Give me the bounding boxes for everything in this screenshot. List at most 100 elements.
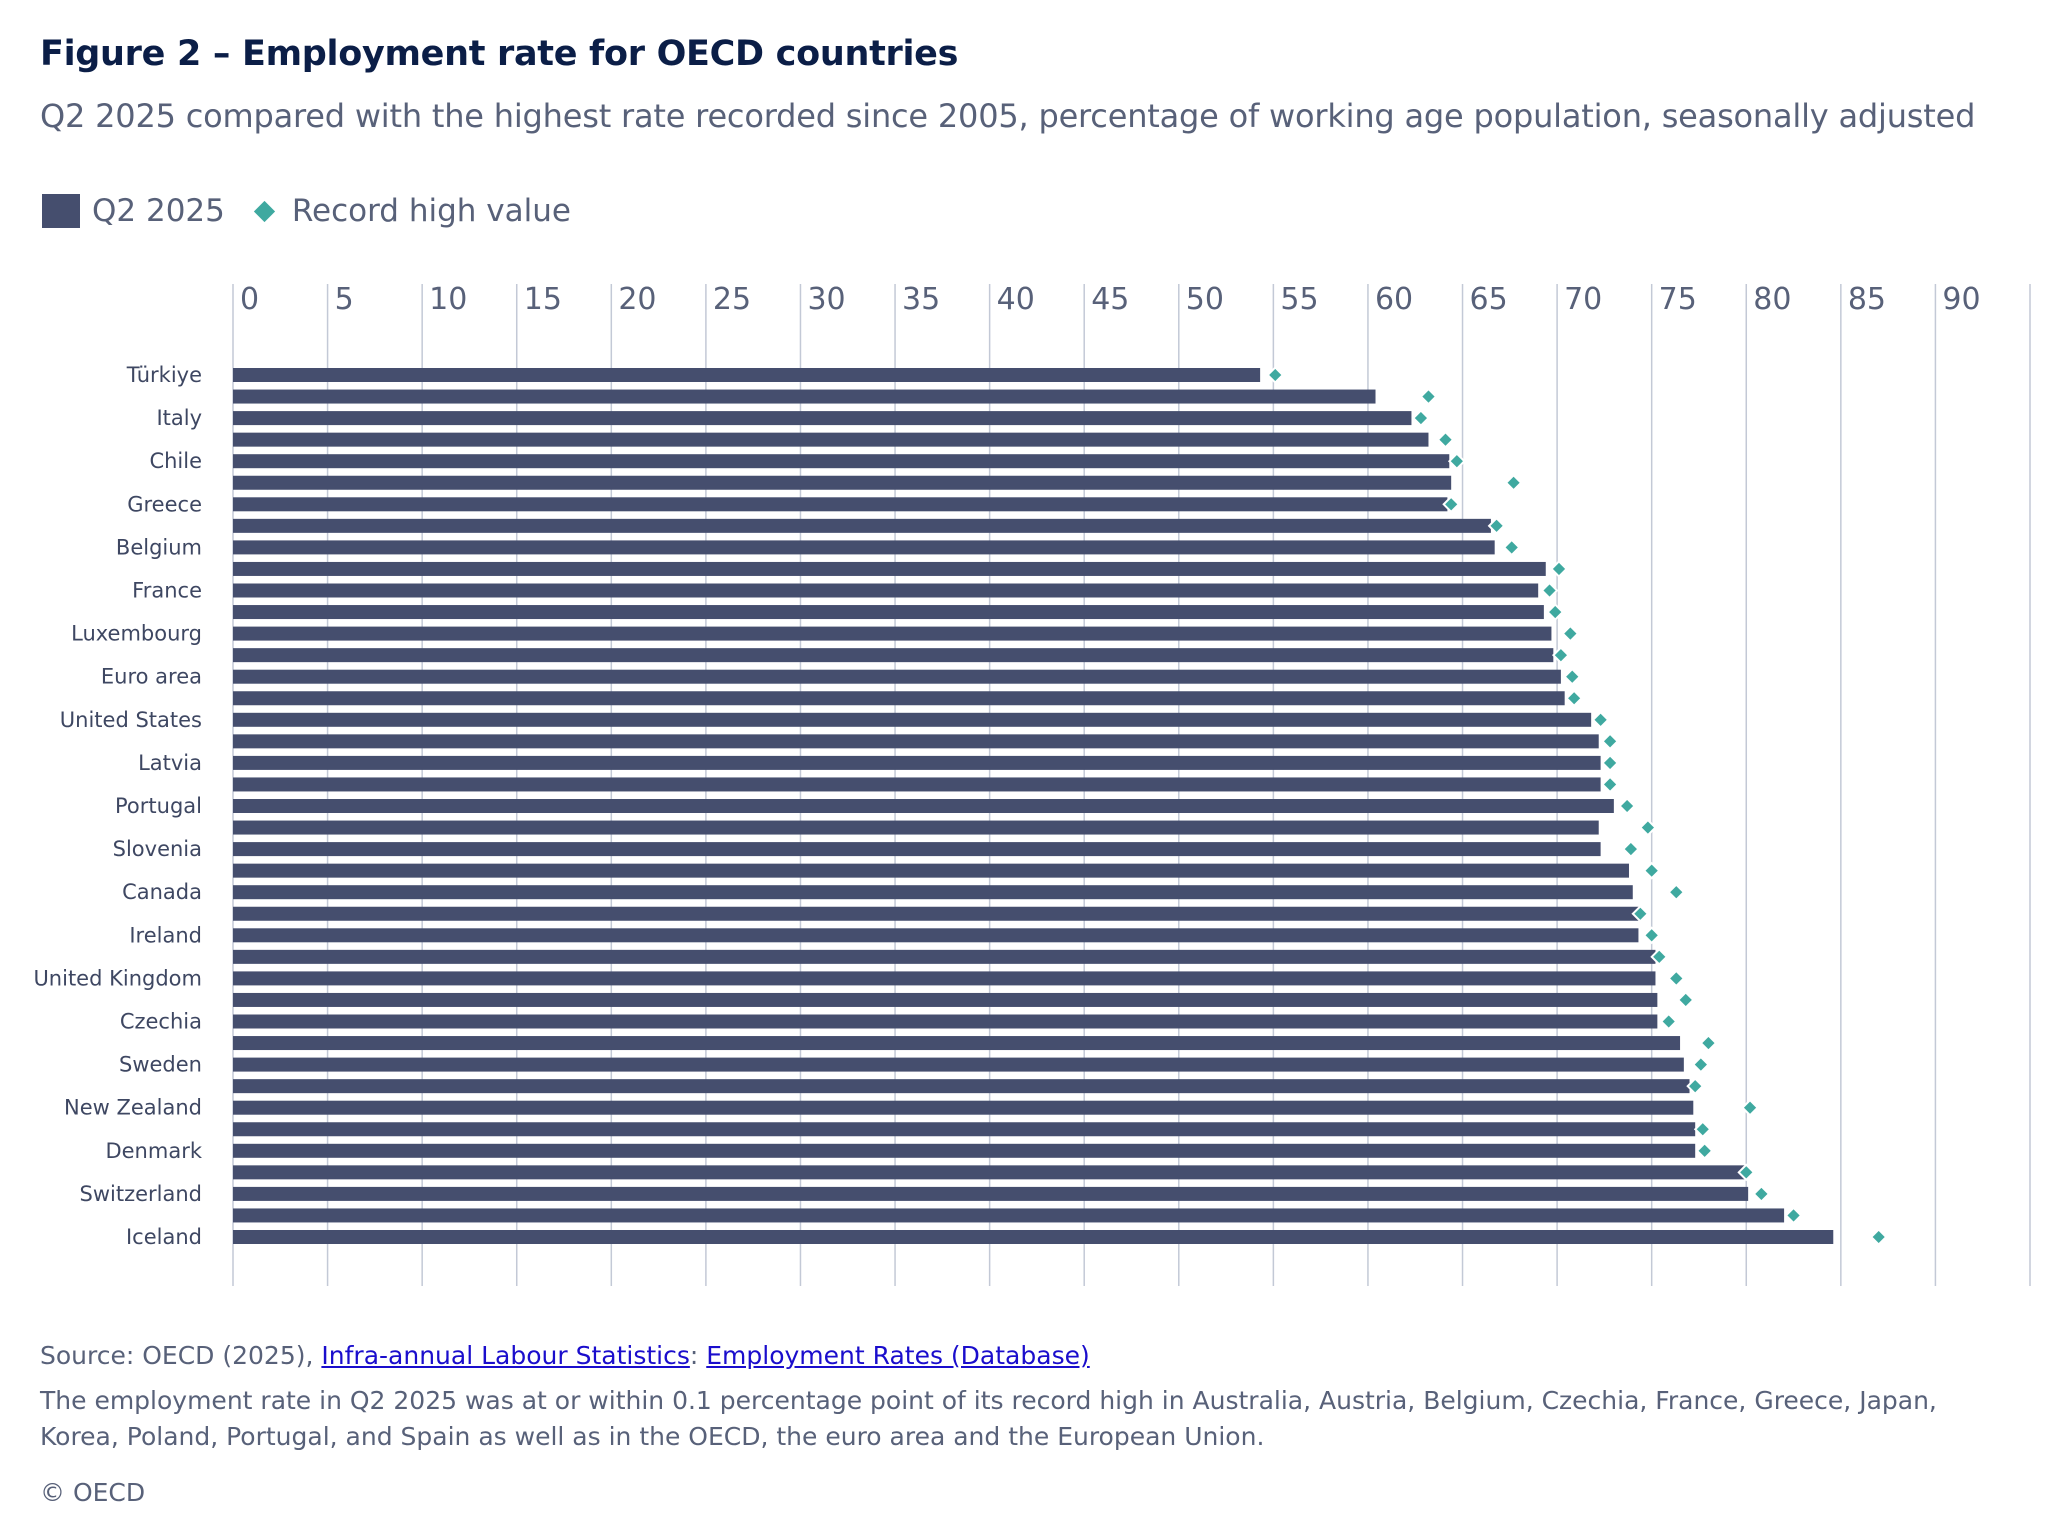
bar-chart: 0 5 10 15 20 25 30 35 40 45 50 55 60 65 70 75 80 85 90 Tür… [33,282,2031,1286]
record-high-marker [1436,430,1455,449]
bar [233,799,1614,813]
x-tick-label: 80 [1753,282,1791,317]
category-label: Türkiye [126,363,202,387]
bar [233,906,1639,921]
bar [233,518,1491,533]
source-link-employment-rates[interactable]: Employment Rates (Database) [706,1341,1090,1370]
x-tick-label: 60 [1375,282,1413,317]
bar [233,497,1448,512]
bar [233,691,1565,706]
record-high-marker [1487,516,1506,535]
record-high-marker [1693,1120,1712,1139]
record-high-marker [1631,904,1650,923]
record-high-marker [1561,624,1580,643]
bar [233,734,1599,749]
bar [233,863,1629,878]
record-high-marker [1676,991,1695,1009]
record-high-marker [1650,947,1669,966]
bar [233,368,1261,382]
record-high-marker [1550,560,1568,578]
record-high-marker [1442,495,1461,514]
record-high-marker [1546,603,1565,621]
record-high-marker [1784,1206,1803,1225]
x-tick-label: 45 [1091,282,1129,317]
bar [233,1230,1834,1244]
category-label: Latvia [138,751,202,775]
category-label: New Zealand [64,1096,202,1120]
category-label: Sweden [119,1053,202,1077]
footnote: The employment rate in Q2 2025 was at or… [40,1386,1937,1451]
legend-diamond-icon [253,200,275,222]
record-high-marker [1551,646,1570,665]
record-high-marker [1601,753,1619,772]
copyright: © OECD [40,1478,146,1507]
category-label: Luxembourg [71,622,202,646]
bar [233,389,1376,404]
bar [233,1057,1684,1072]
record-high-marker [1642,861,1661,880]
record-high-marker [1502,538,1521,557]
legend: Q2 2025 Record high value [42,193,571,229]
bar [233,1208,1785,1223]
record-high-marker [1752,1184,1771,1203]
bar [233,411,1412,426]
x-tick-label: 75 [1659,282,1697,317]
record-high-marker [1699,1034,1718,1052]
record-high-marker [1447,452,1466,471]
x-tick-label: 0 [240,282,259,317]
legend-label-q2-2025: Q2 2025 [92,193,225,229]
bar [233,1036,1681,1051]
x-tick-label: 5 [335,282,354,317]
footer: Source: OECD (2025), Infra-annual Labour… [40,1338,2020,1464]
record-high-marker [1642,926,1661,945]
bar [233,820,1599,835]
category-label: United States [60,708,202,732]
record-high-marker [1638,818,1657,837]
record-high-marker [1741,1098,1759,1117]
bar [233,1014,1658,1029]
category-label: Greece [127,492,202,516]
category-label: Czechia [120,1010,202,1034]
category-label: Italy [156,406,202,430]
bars [233,368,1834,1244]
source-separator: : [689,1341,707,1370]
bar [233,475,1452,490]
x-tick-label: 20 [618,282,656,317]
x-tick-label: 55 [1280,282,1318,317]
category-label: Iceland [126,1225,202,1249]
record-high-marker [1667,969,1686,988]
bar [233,454,1450,469]
bar [233,992,1658,1007]
bar [233,605,1544,620]
x-tick-label: 30 [807,282,845,317]
category-label: Portugal [115,794,202,818]
chart-subtitle: Q2 2025 compared with the highest rate r… [40,97,1976,135]
x-tick-label: 90 [1942,282,1980,317]
category-label: Chile [149,449,202,473]
bar [233,777,1601,792]
x-tick-label: 15 [524,282,562,317]
record-high-marker [1411,409,1430,428]
record-high-marker [1659,1012,1678,1031]
record-high-marker [1686,1077,1705,1096]
bar [233,1143,1696,1158]
record-high-marker [1618,797,1637,815]
chart-title: Figure 2 – Employment rate for OECD coun… [40,34,959,74]
legend-bar-swatch [42,194,80,228]
bar [233,712,1592,727]
record-high-marker [1419,387,1438,406]
bar [233,561,1546,576]
bar [233,432,1429,447]
x-tick-label: 85 [1848,282,1886,317]
bar [233,1165,1747,1180]
bar [233,949,1656,964]
bar [233,971,1656,986]
category-label: Switzerland [80,1182,203,1206]
bar [233,540,1495,555]
bar [233,928,1639,943]
bar [233,885,1633,900]
x-tick-label: 35 [902,282,940,317]
category-label: Ireland [129,923,202,947]
source-link-labour-statistics[interactable]: Infra-annual Labour Statistics [321,1341,690,1370]
category-label: Slovenia [113,837,202,861]
